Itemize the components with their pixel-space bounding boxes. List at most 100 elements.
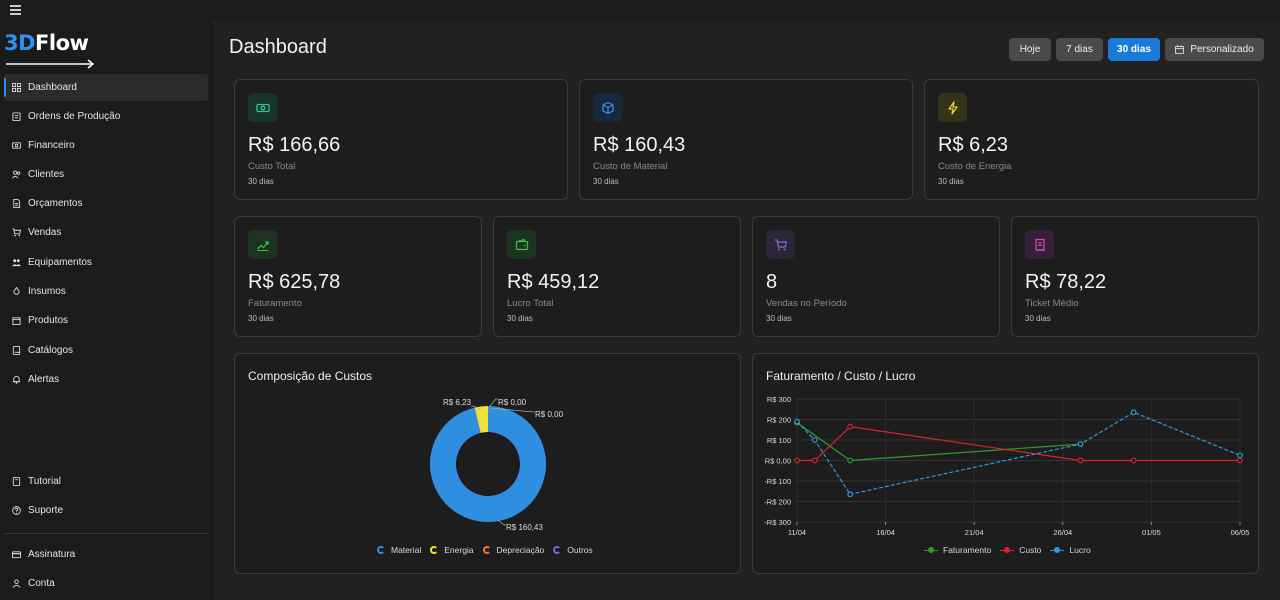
y-tick-label: -R$ 200	[764, 498, 791, 507]
data-point-faturamento[interactable]	[847, 457, 854, 464]
panel-title: Composição de Custos	[248, 369, 373, 383]
sidebar-item-suporte[interactable]: Suporte	[4, 497, 208, 524]
legend-marker	[1000, 546, 1015, 554]
sidebar-item-label: Suporte	[28, 505, 64, 516]
range-button-personalizado[interactable]: Personalizado	[1165, 38, 1264, 61]
sidebar-item-tutorial[interactable]: Tutorial	[4, 468, 208, 495]
range-label: 7 dias	[1066, 44, 1093, 55]
revenue-cost-profit-panel: Faturamento / Custo / Lucro R$ 300 R$ 200…	[752, 353, 1259, 574]
line-chart: R$ 300 R$ 200 R$ 100 R$ 0,00 -R$ 100 -R$ 200 -…	[764, 395, 1249, 537]
legend-marker	[377, 546, 385, 554]
sidebar-item-financeiro[interactable]: Financeiro	[4, 132, 208, 159]
menu-icon[interactable]	[10, 5, 21, 15]
legend-item-faturamento[interactable]: Faturamento	[924, 545, 991, 555]
users-group-icon	[12, 258, 21, 267]
sidebar-item-insumos[interactable]: Insumos	[4, 278, 208, 305]
receipt-icon	[1025, 230, 1054, 259]
stat-card-custo-energia: R$ 6,23 Custo de Energia 30 dias	[924, 79, 1259, 200]
data-point-custo[interactable]	[1130, 457, 1137, 464]
box-icon	[12, 316, 21, 325]
range-button-hoje[interactable]: Hoje	[1009, 38, 1051, 61]
data-point-lucro[interactable]	[811, 437, 818, 443]
legend-marker	[1050, 546, 1065, 554]
data-point-lucro[interactable]	[847, 491, 854, 498]
leader-line	[471, 405, 482, 410]
sidebar-item-catalogos[interactable]: Catálogos	[4, 337, 208, 364]
stat-label: Ticket Médio	[1025, 298, 1079, 309]
book-icon	[12, 346, 21, 355]
legend-item-energia[interactable]: Energia	[430, 545, 474, 555]
stat-label: Custo de Material	[593, 161, 668, 172]
cube-icon	[593, 93, 622, 122]
sidebar-item-vendas[interactable]: Vendas	[4, 219, 208, 246]
sidebar-item-label: Assinatura	[28, 549, 76, 560]
sidebar-item-label: Insumos	[28, 286, 66, 297]
cart-icon	[12, 228, 21, 237]
legend-marker	[482, 546, 491, 554]
app-logo[interactable]: 3DFlow	[4, 29, 104, 69]
panel-title: Faturamento / Custo / Lucro	[766, 369, 916, 383]
sidebar-item-dashboard[interactable]: Dashboard	[4, 74, 208, 101]
sidebar-item-conta[interactable]: Conta	[4, 570, 208, 597]
range-label: Hoje	[1019, 44, 1041, 55]
legend-item-outros[interactable]: Outros	[553, 545, 593, 555]
legend-item-material[interactable]: Material	[377, 545, 421, 555]
x-tick-label: 11/04	[788, 528, 806, 537]
top-bar	[0, 0, 1280, 21]
legend-label: Material	[391, 545, 422, 555]
data-point-custo[interactable]	[1077, 457, 1084, 464]
y-tick-label: R$ 0,00	[765, 457, 791, 466]
sidebar-item-ordens[interactable]: Ordens de Produção	[4, 103, 208, 130]
stat-period: 30 dias	[766, 314, 792, 323]
range-label: Personalizado	[1190, 44, 1254, 55]
sidebar-item-equipamentos[interactable]: Equipamentos	[4, 249, 208, 276]
clipboard-icon	[12, 112, 21, 121]
legend-item-depreciacao[interactable]: Depreciação	[482, 545, 544, 555]
drop-icon	[12, 287, 21, 296]
stat-period: 30 dias	[593, 177, 619, 186]
series-line-custo	[797, 426, 1240, 462]
sidebar-item-alertas[interactable]: Alertas	[4, 366, 208, 393]
stat-value: R$ 625,78	[248, 271, 341, 293]
data-point-custo[interactable]	[847, 423, 854, 430]
data-point-lucro[interactable]	[794, 418, 800, 425]
slice-label: R$ 0,00	[535, 410, 564, 419]
data-point-lucro[interactable]	[1237, 452, 1243, 459]
stat-value: R$ 160,43	[593, 134, 686, 156]
sidebar-item-assinatura[interactable]: Assinatura	[4, 541, 208, 568]
range-button-30-dias[interactable]: 30 dias	[1108, 38, 1160, 61]
sidebar-item-orcamentos[interactable]: Orçamentos	[4, 190, 208, 217]
bolt-icon	[938, 93, 967, 122]
legend-label: Faturamento	[943, 545, 992, 555]
data-point-custo[interactable]	[811, 457, 818, 464]
sidebar-item-produtos[interactable]: Produtos	[4, 307, 208, 334]
cart-icon	[766, 230, 795, 259]
donut-slice-energia[interactable]	[474, 406, 488, 433]
slice-label: R$ 6,23	[443, 398, 472, 407]
data-point-lucro[interactable]	[1077, 441, 1084, 447]
x-tick-label: 01/05	[1142, 528, 1161, 537]
range-label: 30 dias	[1117, 44, 1151, 55]
stat-period: 30 dias	[507, 314, 533, 323]
trending-up-icon	[248, 230, 277, 259]
legend-item-custo[interactable]: Custo	[1000, 545, 1041, 555]
sidebar-item-label: Orçamentos	[28, 198, 83, 209]
cost-composition-panel: Composição de Custos R$ 6,23 R$ 0,00 R$ 0,…	[234, 353, 741, 574]
sidebar-divider	[4, 533, 208, 534]
data-point-custo[interactable]	[1237, 457, 1243, 464]
sidebar: 3DFlow Dashboard Ordens de Produção Fina…	[0, 21, 213, 600]
logo-prefix: 3D	[4, 31, 36, 55]
stat-card-custo-material: R$ 160,43 Custo de Material 30 dias	[579, 79, 913, 200]
legend-item-lucro[interactable]: Lucro	[1050, 545, 1091, 555]
line-legend: Faturamento Custo Lucro	[924, 545, 1100, 555]
sidebar-item-clientes[interactable]: Clientes	[4, 161, 208, 188]
legend-label: Outros	[567, 545, 593, 555]
stat-period: 30 dias	[248, 177, 274, 186]
range-button-7-dias[interactable]: 7 dias	[1056, 38, 1103, 61]
leader-line	[490, 407, 535, 413]
sidebar-item-label: Catálogos	[28, 345, 74, 356]
data-point-custo[interactable]	[794, 457, 800, 464]
donut-slice-material[interactable]	[430, 406, 546, 522]
slice-label: R$ 160,43	[506, 523, 543, 532]
data-point-lucro[interactable]	[1130, 409, 1137, 416]
